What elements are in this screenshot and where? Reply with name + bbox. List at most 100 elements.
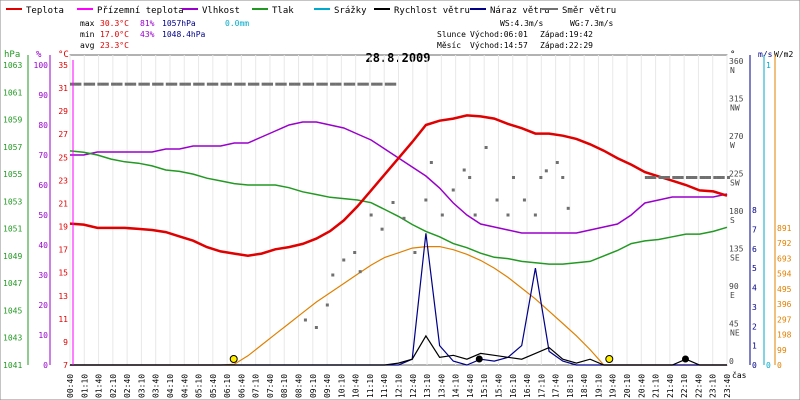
tick-x: 23:10 xyxy=(709,374,718,398)
wind-dir-mark xyxy=(182,82,186,86)
tick-degc: 19 xyxy=(58,223,68,232)
tick-rad: 891 xyxy=(777,224,792,233)
stat-sun-label: Slunce xyxy=(437,30,466,39)
wind-dir-mark xyxy=(152,82,156,86)
tick-dir: 270 xyxy=(729,132,744,141)
wind-dir-mark xyxy=(138,82,142,86)
tick-rad: 99 xyxy=(777,346,787,355)
wind-dir-mark xyxy=(78,82,82,86)
tick-rad: 198 xyxy=(777,331,792,340)
unit-pct: % xyxy=(36,50,42,60)
moonset-icon xyxy=(681,355,689,363)
tick-hpa: 1061 xyxy=(3,88,22,97)
tick-dir-name: E xyxy=(730,291,735,300)
wind-dir-mark xyxy=(223,82,227,86)
wind-dir-mark xyxy=(97,82,101,86)
wind-dir-mark xyxy=(357,82,361,86)
wind-dir-mark xyxy=(157,82,161,86)
wind-dir-mark xyxy=(702,176,706,179)
series-pressure xyxy=(69,150,728,265)
tick-rad: 792 xyxy=(777,239,792,248)
tick-dir: 45 xyxy=(729,320,739,329)
wind-dir-point xyxy=(561,176,565,179)
wind-dir-mark xyxy=(116,82,120,86)
wind-dir-mark xyxy=(311,82,315,86)
wind-dir-mark xyxy=(677,176,681,179)
tick-hpa: 1051 xyxy=(3,225,22,234)
tick-ms: 7 xyxy=(752,225,757,234)
wind-dir-mark xyxy=(206,82,210,86)
tick-x: 00:40 xyxy=(66,374,75,398)
wind-dir-mark xyxy=(305,82,309,86)
wind-dir-mark xyxy=(187,82,191,86)
stat-avg-label: avg xyxy=(80,41,95,50)
tick-x: 05:40 xyxy=(209,374,218,398)
wind-dir-point xyxy=(506,213,510,217)
tick-x: 09:40 xyxy=(323,374,332,398)
tick-x: 11:40 xyxy=(380,374,389,398)
wind-dir-mark xyxy=(220,82,224,86)
tick-pct: 100 xyxy=(34,61,49,70)
wind-dir-point xyxy=(303,318,307,322)
tick-ms: 0 xyxy=(752,361,757,370)
wind-dir-point xyxy=(440,213,444,217)
tick-x: 18:40 xyxy=(580,374,589,398)
tick-x: 04:10 xyxy=(166,374,175,398)
tick-rad: 0 xyxy=(777,361,782,370)
wind-dir-mark xyxy=(141,82,145,86)
wind-dir-mark xyxy=(291,82,295,86)
wind-dir-mark xyxy=(672,176,676,179)
wind-dir-mark xyxy=(70,82,73,86)
tick-x: 17:10 xyxy=(537,374,546,398)
stat-moon-label: Měsíc xyxy=(437,41,461,50)
wind-dir-mark xyxy=(384,82,388,86)
wind-dir-mark xyxy=(688,176,692,179)
tick-degc: 9 xyxy=(63,338,68,347)
wind-dir-mark xyxy=(691,176,695,179)
tick-x: 14:10 xyxy=(452,374,461,398)
wind-dir-mark xyxy=(360,82,364,86)
tick-x: 17:40 xyxy=(552,374,561,398)
wind-dir-point xyxy=(468,176,472,179)
stat-avg-temp: 23.3°C xyxy=(100,41,129,50)
wind-dir-mark xyxy=(226,82,230,86)
wind-dir-point xyxy=(566,206,570,210)
wind-dir-mark xyxy=(160,82,164,86)
wind-dir-mark xyxy=(267,82,271,86)
unit-deg: ° xyxy=(730,50,735,60)
wind-dir-mark xyxy=(705,176,709,179)
wind-dir-point xyxy=(495,198,499,202)
wind-dir-point xyxy=(325,303,329,307)
wind-dir-mark xyxy=(699,176,703,179)
wind-dir-mark xyxy=(119,82,123,86)
legend-label: Tlak xyxy=(272,6,294,16)
wind-dir-mark xyxy=(185,82,189,86)
wind-dir-mark xyxy=(335,82,339,86)
stat-min-pres: 1048.4hPa xyxy=(162,30,206,39)
tick-x: 20:40 xyxy=(637,374,646,398)
wind-dir-mark xyxy=(390,82,394,86)
wind-dir-mark xyxy=(718,176,722,179)
wind-dir-point xyxy=(314,326,318,329)
tick-hpa: 1057 xyxy=(3,143,22,152)
tick-x: 13:40 xyxy=(437,374,446,398)
tick-pct: 60 xyxy=(38,181,48,190)
tick-degc: 27 xyxy=(58,130,68,139)
wind-dir-mark xyxy=(680,176,684,179)
stat-min-label: min xyxy=(80,30,95,39)
unit-wm2: W/m2 xyxy=(774,50,793,59)
wind-dir-mark xyxy=(256,82,260,86)
legend-label: Náraz větru xyxy=(490,6,550,16)
tick-dir: 315 xyxy=(729,95,744,104)
tick-dir-name: S xyxy=(730,216,735,225)
wind-dir-point xyxy=(424,198,428,202)
wind-dir-mark xyxy=(195,82,199,86)
tick-x: 10:40 xyxy=(352,374,361,398)
wind-dir-mark xyxy=(338,82,342,86)
tick-pct: 70 xyxy=(38,151,48,160)
stat-wind-speed: WS:4.3m/s xyxy=(500,19,544,28)
tick-pct: 40 xyxy=(38,241,48,250)
legend-label: Vlhkost xyxy=(202,6,240,16)
wind-dir-mark xyxy=(393,82,397,86)
tick-degc: 13 xyxy=(58,292,68,301)
